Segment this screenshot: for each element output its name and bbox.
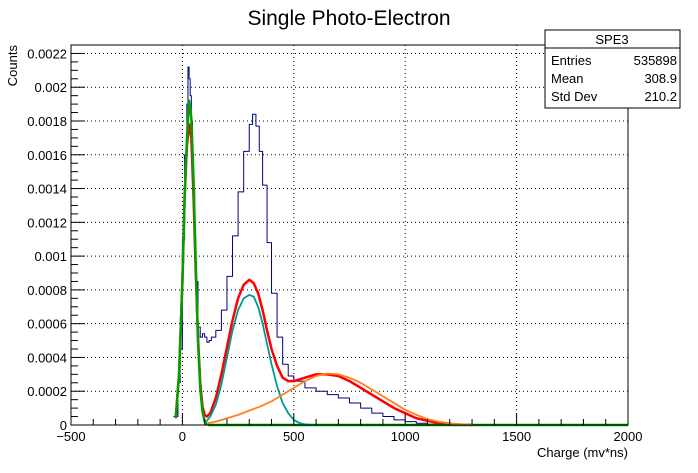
x-tick-label: 500 xyxy=(283,429,305,444)
y-tick-label: 0.0002 xyxy=(27,384,67,399)
x-tick-label: 1500 xyxy=(502,429,531,444)
x-axis-title: Charge (mv*ns) xyxy=(537,445,628,460)
x-tick-label: 2000 xyxy=(614,429,643,444)
y-tick-label: 0.0016 xyxy=(27,148,67,163)
y-tick-label: 0.0008 xyxy=(27,283,67,298)
y-tick-label: 0.0012 xyxy=(27,215,67,230)
x-tick-label: 1000 xyxy=(391,429,420,444)
stats-entries-value: 535898 xyxy=(634,53,677,68)
grid-layer xyxy=(71,45,628,425)
stats-stddev-label: Std Dev xyxy=(551,89,598,104)
y-tick-label: 0.001 xyxy=(34,249,67,264)
y-tick-label: 0.0006 xyxy=(27,317,67,332)
y-tick-label: 0.0004 xyxy=(27,350,67,365)
stats-mean-label: Mean xyxy=(551,71,584,86)
y-tick-label: 0.0018 xyxy=(27,114,67,129)
stats-box: SPE3 Entries 535898 Mean 308.9 Std Dev 2… xyxy=(544,29,681,109)
x-tick-label: −500 xyxy=(56,429,85,444)
stats-box-frame xyxy=(544,29,681,109)
chart-title: Single Photo-Electron xyxy=(247,7,450,30)
y-axis-title: Counts xyxy=(5,45,20,87)
stats-box-title: SPE3 xyxy=(595,32,628,47)
stats-stddev-value: 210.2 xyxy=(644,89,677,104)
y-tick-label: 0.002 xyxy=(34,80,67,95)
y-tick-label: 0.0022 xyxy=(27,46,67,61)
y-tick-label: 0 xyxy=(60,418,67,433)
plot-frame xyxy=(70,44,629,426)
axis-layer: −500 0 500 1000 1500 200000.00020.00040.00060… xyxy=(27,44,643,444)
series-line-3 xyxy=(203,294,317,426)
y-tick-label: 0.0014 xyxy=(27,182,67,197)
series-line-0 xyxy=(173,66,451,426)
x-tick-label: 0 xyxy=(179,429,186,444)
stats-entries-label: Entries xyxy=(551,53,592,68)
stats-mean-value: 308.9 xyxy=(644,71,677,86)
